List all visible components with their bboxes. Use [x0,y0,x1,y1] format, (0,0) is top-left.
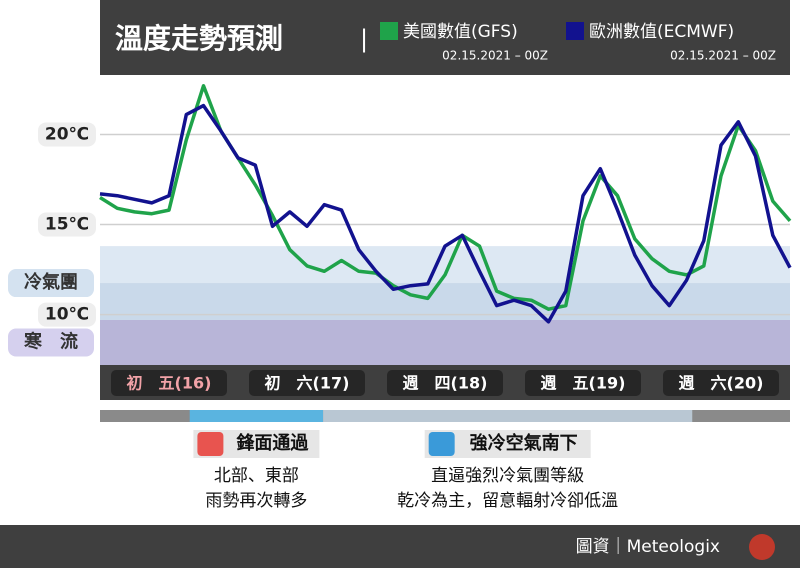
x-tick-label: 週 五(19) [541,374,626,393]
band-label: 冷氣團 [24,271,78,293]
x-tick-box [111,370,227,396]
y-tick-label: 20℃ [45,124,89,144]
period [323,410,693,422]
x-tick-label: 初 六(17) [265,374,350,393]
y-tick-label: 10℃ [45,305,89,325]
legend-label: 歐洲數值(ECMWF) [589,22,734,42]
series-line [99,103,792,324]
legend-label: 美國數值(GFS) [403,22,518,42]
period [189,410,324,422]
chart-title: 溫度走勢預測 [115,22,283,55]
x-tick-label: 週 四(18) [403,374,488,393]
period-title: 鋒面通過 [235,432,309,454]
y-tick-box [38,122,96,147]
legend-run: 02.15.2021 – 00Z [670,49,776,63]
series-line [99,84,792,311]
period-icon [197,432,224,456]
x-tick-box [249,370,365,396]
y-tick-box [38,212,96,237]
source: 圖資｜Meteologix [576,537,720,557]
legend-swatch [380,22,398,40]
x-tick-label: 週 六(20) [679,374,764,393]
period-text: 雨勢再次轉多 [205,491,307,511]
logo [749,534,775,560]
period-icon [428,432,455,456]
legend-swatch [566,22,584,40]
band [100,319,790,365]
period-text: 乾冷為主，留意輻射冷卻低溫 [397,491,618,511]
header-bar [100,0,790,75]
separator: | [360,25,368,53]
x-tick-box [525,370,641,396]
x-tick-box [663,370,779,396]
period-text: 直逼強烈冷氣團等級 [431,466,584,486]
footer-bar [0,525,800,568]
band-label-box [8,269,94,298]
period-text: 北部、東部 [214,466,299,486]
band-label: 寒 流 [23,330,78,352]
legend-run: 02.15.2021 – 00Z [442,49,548,63]
period-title: 強冷空氣南下 [470,432,578,454]
y-tick-box [38,302,96,327]
band-label-box [8,328,94,357]
x-tick-box [387,370,503,396]
y-tick-label: 15℃ [45,215,89,235]
band [100,283,790,320]
x-tick-label: 初 五(16) [127,374,212,393]
